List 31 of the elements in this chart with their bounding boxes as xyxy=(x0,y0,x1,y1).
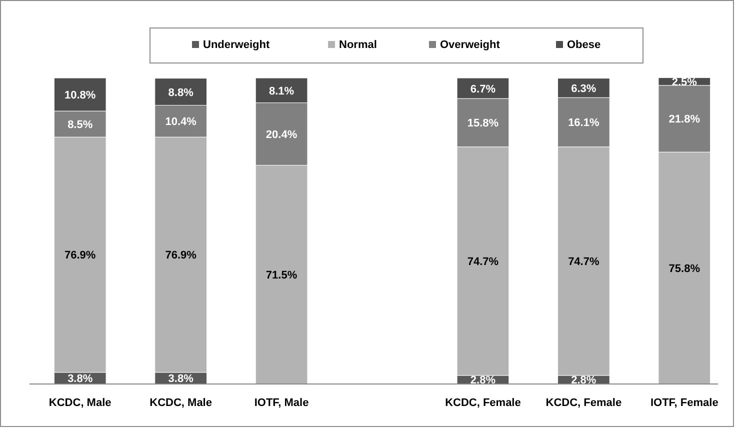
data-label: 2.8% xyxy=(470,374,496,387)
data-label: 6.3% xyxy=(571,82,596,95)
data-label: 8.8% xyxy=(168,86,194,99)
data-label: 10.8% xyxy=(64,90,96,102)
x-tick-label: IOTF, Male xyxy=(254,397,309,409)
data-label: 3.8% xyxy=(68,373,93,386)
x-tick-label: IOTF, Female xyxy=(650,397,718,409)
x-tick-label: KCDC, Male xyxy=(150,397,212,409)
x-tick-label: KCDC, Male xyxy=(48,397,112,409)
legend-label: Obese xyxy=(567,39,601,51)
x-tick-label: KCDC, Female xyxy=(445,397,521,409)
data-label: 75.8% xyxy=(668,263,700,276)
x-tick-label: KCDC, Female xyxy=(546,397,622,409)
data-label: 6.7% xyxy=(470,83,496,96)
legend-label: Underweight xyxy=(203,39,270,51)
data-label: 8.1% xyxy=(268,85,294,98)
data-label: 8.5% xyxy=(68,119,93,132)
data-label: 2.8% xyxy=(571,374,596,387)
legend-label: Overweight xyxy=(440,39,500,51)
data-label: 21.8% xyxy=(668,114,700,126)
legend-label: Normal xyxy=(339,39,377,51)
data-label: 71.5% xyxy=(266,270,298,282)
data-label: 15.8% xyxy=(467,118,499,130)
data-label: 76.9% xyxy=(64,250,96,262)
data-label: 74.7% xyxy=(568,256,600,268)
data-label: 10.4% xyxy=(165,116,197,128)
data-label: 20.4% xyxy=(266,129,298,141)
data-label: 74.7% xyxy=(467,256,499,268)
data-label: 3.8% xyxy=(168,373,194,386)
data-label: 16.1% xyxy=(568,117,600,130)
data-label: 76.9% xyxy=(165,250,197,262)
